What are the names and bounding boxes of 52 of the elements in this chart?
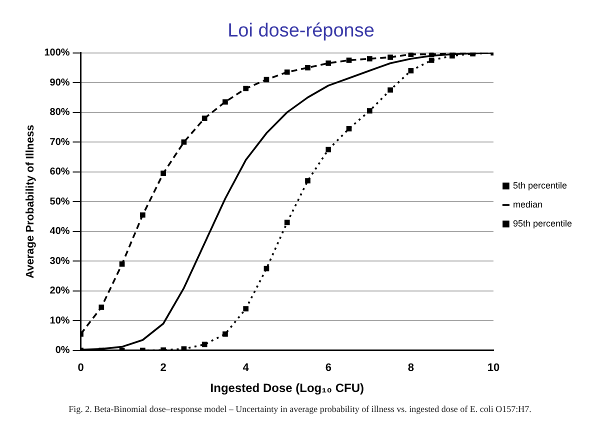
y-tick-label: 90% <box>50 77 70 88</box>
point <box>366 56 372 62</box>
point <box>181 139 187 145</box>
x-axis-title: Ingested Dose (Log₁₀ CFU) <box>210 381 364 396</box>
legend-label: 95th percentile <box>512 218 572 228</box>
point <box>366 108 372 114</box>
point <box>243 86 249 92</box>
y-tick-label: 20% <box>50 286 70 297</box>
x-tick-label: 10 <box>487 362 500 374</box>
y-tick-label: 40% <box>50 226 70 238</box>
point <box>428 58 434 63</box>
point <box>140 212 146 218</box>
chart-title: Loi dose-réponse <box>228 20 374 42</box>
legend-label: median <box>512 199 542 210</box>
point <box>326 146 332 152</box>
point <box>222 331 228 337</box>
point <box>264 76 270 82</box>
point <box>388 54 393 60</box>
point <box>408 68 414 74</box>
y-tick-label: 60% <box>50 166 70 178</box>
point <box>202 342 208 348</box>
x-tick-label: 2 <box>160 362 166 374</box>
point <box>305 178 310 184</box>
point <box>160 170 166 176</box>
y-tick-label: 30% <box>50 256 70 267</box>
x-tick-label: 6 <box>325 362 332 374</box>
point <box>326 60 332 66</box>
point <box>264 266 270 272</box>
caption: Fig. 2. Beta-Binomial dose–response model – Uncertainty in average probability of illness vs. ingested dose of E. coli O157:H7. <box>68 404 532 414</box>
y-tick-label: 0% <box>55 345 70 356</box>
x-tick-label: 4 <box>242 362 250 374</box>
y-tick-label: 50% <box>50 196 70 208</box>
y-tick-label: 80% <box>50 107 70 118</box>
point <box>408 52 414 57</box>
point <box>119 261 125 267</box>
point <box>346 58 352 63</box>
y-axis-title: Average Probability of Illness <box>24 124 37 278</box>
point <box>388 87 393 93</box>
point <box>346 126 352 132</box>
point <box>284 69 290 75</box>
point <box>243 306 249 312</box>
x-tick-label: 8 <box>408 362 414 374</box>
x-tick-label: 0 <box>78 362 84 374</box>
y-tick-label: 100% <box>44 48 70 59</box>
point <box>222 99 228 105</box>
point <box>98 304 104 310</box>
legend-label: 5th percentile <box>512 180 568 190</box>
y-tick-label: 10% <box>50 315 70 326</box>
y-tick-label: 70% <box>50 136 70 148</box>
point <box>202 116 208 121</box>
point <box>305 65 310 70</box>
point <box>284 220 290 226</box>
